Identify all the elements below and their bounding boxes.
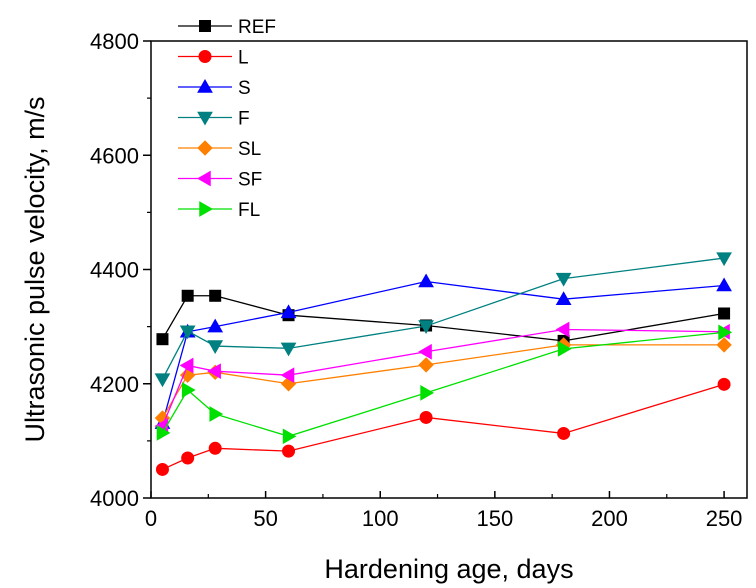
series-sl bbox=[154, 337, 732, 426]
y-tick-label: 4800 bbox=[90, 29, 139, 54]
data-point-sf bbox=[179, 357, 194, 374]
data-point-fl bbox=[209, 406, 224, 422]
data-point-sf bbox=[555, 321, 570, 338]
legend-marker bbox=[196, 170, 211, 187]
data-point-f bbox=[418, 320, 434, 335]
data-point-sf bbox=[207, 363, 221, 380]
legend-item-ref: REF bbox=[178, 17, 276, 38]
series-line-fl bbox=[161, 331, 725, 437]
y-tick-label: 4600 bbox=[90, 143, 139, 168]
x-tick-label: 0 bbox=[145, 506, 157, 531]
legend-item-l: L bbox=[178, 48, 249, 69]
legend-item-s: S bbox=[178, 78, 251, 99]
data-point-l bbox=[282, 444, 296, 458]
data-point-l bbox=[155, 462, 169, 476]
data-point-fl bbox=[282, 428, 297, 445]
data-point-s bbox=[716, 277, 732, 292]
legend-item-fl: FL bbox=[178, 200, 260, 221]
legend-label: FL bbox=[238, 200, 260, 221]
x-axis-title: Hardening age, days bbox=[324, 554, 573, 584]
data-point-s bbox=[207, 318, 224, 333]
data-point-sl bbox=[418, 357, 434, 373]
data-point-ref bbox=[209, 289, 222, 302]
data-point-s bbox=[555, 291, 572, 305]
data-point-fl bbox=[420, 385, 435, 401]
data-point-fl bbox=[557, 341, 572, 357]
legend-label: SL bbox=[238, 139, 261, 160]
legend-marker bbox=[197, 140, 213, 156]
series-s bbox=[154, 273, 732, 429]
series-f bbox=[154, 252, 732, 388]
legend-marker bbox=[198, 50, 212, 63]
legend-item-sl: SL bbox=[178, 139, 261, 160]
legend-item-f: F bbox=[178, 109, 250, 130]
y-tick-label: 4000 bbox=[90, 486, 139, 511]
x-tick-label: 100 bbox=[362, 506, 399, 531]
legend-marker bbox=[197, 111, 213, 126]
data-point-sl bbox=[716, 337, 732, 353]
y-tick-label: 4200 bbox=[90, 372, 139, 397]
legend-marker bbox=[197, 78, 213, 93]
axes: 0 50 100 150 200 250 4000 4200 4400 4600 4800 bbox=[90, 29, 742, 531]
data-point-l bbox=[557, 426, 571, 440]
data-point-fl bbox=[718, 324, 733, 341]
legend-marker bbox=[199, 201, 214, 217]
x-tick-label: 50 bbox=[253, 506, 277, 531]
x-tick-label: 200 bbox=[591, 506, 628, 531]
series-group bbox=[154, 252, 733, 476]
series-line-ref bbox=[161, 295, 725, 342]
data-point-f bbox=[716, 252, 732, 267]
data-point-f bbox=[280, 342, 297, 357]
data-point-f bbox=[154, 373, 171, 388]
legend-label: SF bbox=[238, 170, 262, 191]
data-point-l bbox=[208, 441, 222, 455]
data-point-l bbox=[717, 377, 731, 391]
data-point-sf bbox=[418, 343, 432, 360]
data-point-sf bbox=[280, 367, 295, 384]
legend-label: S bbox=[238, 78, 251, 99]
legend-label: F bbox=[238, 109, 250, 130]
x-tick-label: 250 bbox=[706, 506, 743, 531]
data-point-ref bbox=[181, 289, 194, 302]
data-point-s bbox=[280, 304, 297, 319]
data-point-ref bbox=[156, 333, 169, 346]
series-l bbox=[155, 377, 731, 476]
legend-item-sf: SF bbox=[178, 170, 262, 191]
y-tick-label: 4400 bbox=[90, 258, 139, 283]
series-line-f bbox=[161, 257, 725, 380]
data-point-l bbox=[181, 451, 195, 465]
data-point-ref bbox=[718, 307, 731, 320]
y-axis-title: Ultrasonic pulse velocity, m/s bbox=[20, 96, 50, 442]
data-point-l bbox=[419, 410, 433, 424]
legend-label: REF bbox=[238, 17, 276, 38]
data-point-fl bbox=[181, 382, 196, 398]
series-line-s bbox=[161, 280, 725, 424]
x-tick-label: 150 bbox=[476, 506, 513, 531]
series-line-l bbox=[162, 383, 725, 471]
data-point-s bbox=[418, 273, 434, 288]
series-sf bbox=[154, 321, 730, 434]
series-fl bbox=[156, 324, 733, 445]
series-line-sl bbox=[161, 344, 725, 419]
data-point-f bbox=[207, 340, 224, 355]
legend-label: L bbox=[238, 48, 249, 69]
data-point-fl bbox=[156, 425, 171, 441]
data-point-f bbox=[179, 325, 196, 340]
series-ref bbox=[156, 289, 731, 347]
legend-marker bbox=[199, 20, 211, 32]
data-point-f bbox=[555, 272, 572, 287]
